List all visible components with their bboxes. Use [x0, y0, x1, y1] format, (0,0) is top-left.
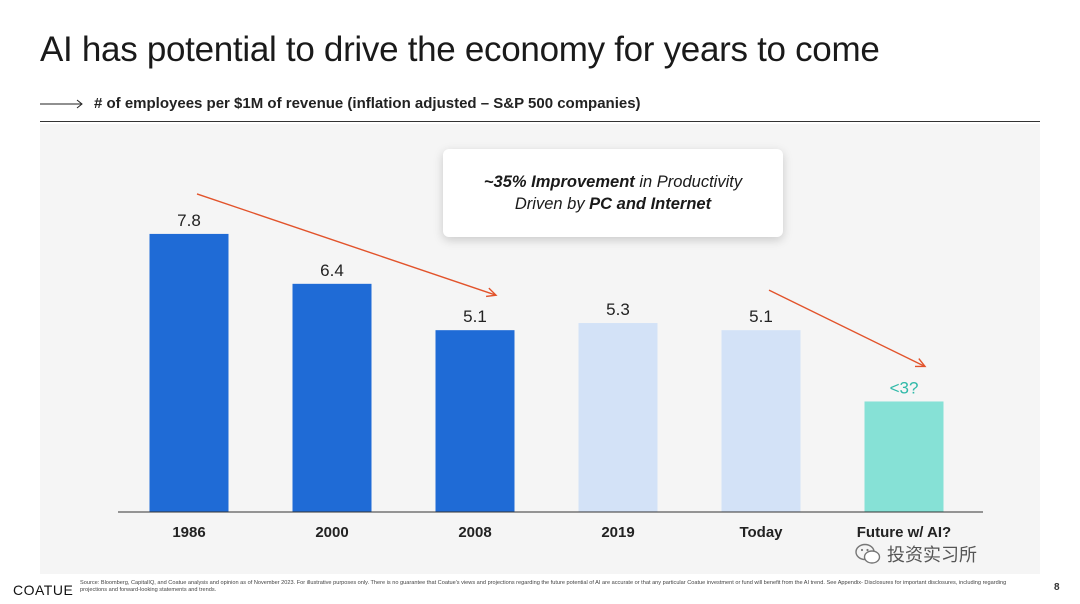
footer: COATUE Source: Bloomberg, CapitalIQ, and…: [0, 574, 1080, 604]
x-tick-label-4: Today: [739, 524, 783, 541]
trend-arrow-0-head: [485, 287, 498, 298]
source-note: Source: Bloomberg, CapitalIQ, and Coatue…: [80, 580, 1007, 593]
data-label-3: 5.3: [606, 300, 630, 319]
x-tick-label-3: 2019: [601, 524, 634, 541]
data-label-1: 6.4: [320, 261, 344, 280]
data-label-0: 7.8: [177, 211, 201, 230]
watermark: 投资实习所: [855, 541, 977, 567]
x-tick-label-5: Future w/ AI?: [857, 524, 951, 541]
bar-4: [721, 330, 801, 512]
bar-1: [292, 283, 372, 512]
x-tick-label-2: 2008: [458, 524, 491, 541]
callout-line-1: ~35% Improvement in Productivity: [484, 171, 742, 193]
callout-line-1-rest: in Productivity: [634, 173, 743, 191]
subtitle-row: # of employees per $1M of revenue (infla…: [40, 95, 641, 112]
page-title: AI has potential to drive the economy fo…: [40, 30, 880, 69]
trend-arrow-1-head: [914, 358, 927, 368]
data-label-4: 5.1: [749, 307, 773, 326]
bar-3: [578, 323, 658, 512]
bar-5: [864, 401, 944, 512]
trend-arrow-0-shaft: [196, 193, 497, 296]
arrow-right-icon: [40, 99, 83, 108]
callout-line-1-bold: ~35% Improvement: [483, 173, 635, 191]
bar-0: [149, 233, 229, 513]
bar-2: [435, 330, 515, 512]
callout-line-2-bold: PC and Internet: [589, 195, 712, 213]
wechat-icon: [855, 543, 881, 564]
watermark-text: 投资实习所: [887, 545, 977, 565]
coatue-logo: COATUE: [13, 582, 74, 598]
x-tick-label-0: 1986: [172, 524, 205, 541]
data-label-2: 5.1: [463, 307, 487, 326]
bar-chart: 7.8 1986 6.4 2000 5.1 2008 5.3 2019 5.1 Today <3? F…: [118, 193, 983, 541]
trend-arrow-1-shaft: [768, 289, 926, 368]
chart-subtitle: # of employees per $1M of revenue (infla…: [94, 95, 641, 112]
page-number: 8: [1054, 582, 1060, 593]
title-divider: [40, 121, 1040, 122]
x-tick-label-1: 2000: [315, 524, 348, 541]
productivity-callout: ~35% Improvement in Productivity Driven …: [443, 149, 783, 237]
callout-line-2-pre: Driven by: [514, 195, 590, 213]
callout-line-2: Driven by PC and Internet: [515, 193, 711, 215]
data-label-5: <3?: [890, 378, 919, 397]
